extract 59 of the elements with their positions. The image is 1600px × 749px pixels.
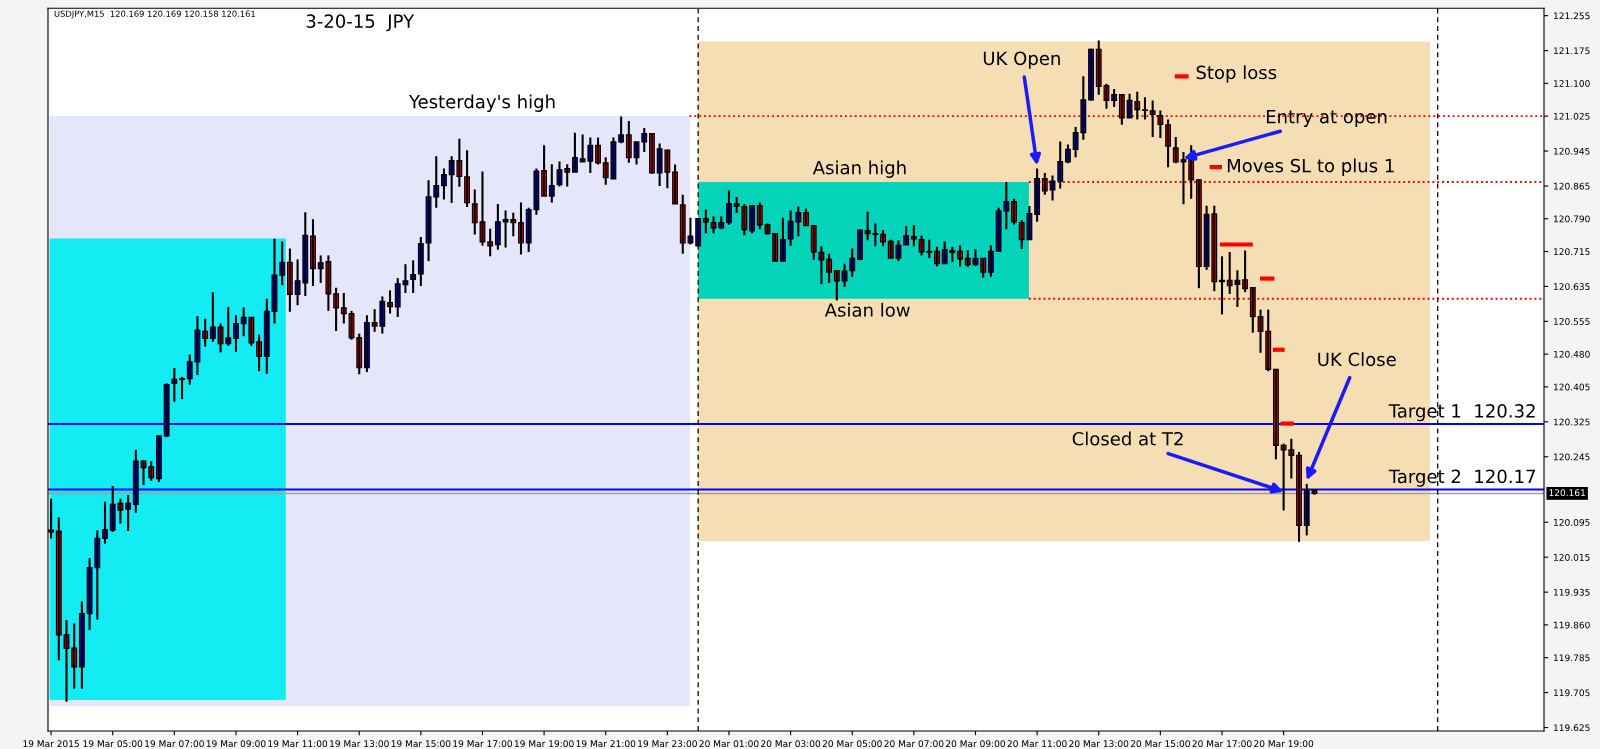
- annotation: Stop loss: [1196, 65, 1277, 83]
- candlestick: [772, 232, 779, 263]
- x-tick-label: 19 Mar 13:00: [330, 740, 389, 748]
- y-tick-label: 120.325: [1554, 418, 1590, 426]
- y-tick-label: 119.705: [1554, 689, 1590, 697]
- x-tick-label: 19 Mar 19:00: [514, 740, 574, 748]
- y-tick-label: 120.555: [1554, 318, 1590, 325]
- x-tick-label: 20 Mar 05:00: [822, 740, 882, 748]
- x-tick-label: 19 Mar 09:00: [206, 740, 266, 748]
- y-tick-label: 120.405: [1554, 383, 1590, 391]
- x-tick-label: 19 Mar 21:00: [576, 740, 636, 748]
- x-tick-label: 19 Mar 2015: [23, 740, 79, 748]
- annotation: Asian low: [824, 302, 910, 317]
- y-tick-label: 119.935: [1554, 588, 1590, 596]
- y-tick-label: 121.255: [1554, 12, 1590, 20]
- x-tick-label: 20 Mar 09:00: [946, 740, 1006, 748]
- candlestick: [1088, 47, 1094, 102]
- chart-subtitle: USDJPY,M15 120.169 120.169 120.158 120.161: [54, 10, 255, 19]
- chart-title: 3-20-15 JPY: [306, 14, 415, 32]
- ref-line-label: Target 2 120.17: [1388, 469, 1535, 487]
- x-tick-label: 20 Mar 17:00: [1192, 740, 1252, 748]
- annotation: Moves SL to plus 1: [1227, 158, 1394, 176]
- y-tick-label: 121.025: [1554, 112, 1590, 120]
- annotation: Closed at T2: [1072, 431, 1183, 446]
- x-tick-label: 20 Mar 13:00: [1069, 740, 1129, 748]
- x-tick-label: 19 Mar 05:00: [83, 740, 143, 748]
- y-tick-label: 121.100: [1554, 80, 1590, 87]
- annotation: UK Close: [1318, 352, 1396, 367]
- x-tick-label: 20 Mar 19:00: [1254, 740, 1314, 748]
- y-tick-label: 119.625: [1554, 724, 1590, 732]
- y-tick-label: 120.095: [1554, 519, 1590, 526]
- x-tick-label: 20 Mar 15:00: [1130, 740, 1190, 748]
- x-tick-label: 19 Mar 23:00: [638, 740, 697, 748]
- y-tick-label: 120.715: [1554, 248, 1590, 256]
- x-tick-label: 20 Mar 03:00: [761, 740, 821, 748]
- x-tick-label: 19 Mar 15:00: [391, 740, 451, 748]
- annotation: UK Open: [983, 51, 1060, 69]
- ref-line-label: Target 1 120.32: [1388, 404, 1535, 422]
- x-tick-label: 20 Mar 01:00: [699, 740, 759, 748]
- y-tick-label: 120.865: [1554, 182, 1590, 190]
- y-tick-label: 120.790: [1554, 215, 1590, 223]
- y-tick-label: 120.480: [1554, 350, 1590, 358]
- x-tick-label: 19 Mar 11:00: [268, 740, 328, 748]
- y-tick-label: 121.175: [1554, 47, 1590, 55]
- annotation: Entry at open: [1266, 110, 1387, 127]
- x-tick-label: 19 Mar 17:00: [453, 740, 513, 748]
- annotation: Asian high: [812, 160, 906, 178]
- y-tick-label: 119.785: [1554, 654, 1590, 662]
- annotation: Yesterday's high: [408, 94, 555, 112]
- ref-line-label: 120.161: [1549, 489, 1585, 497]
- y-tick-label: 120.015: [1554, 553, 1590, 561]
- x-tick-label: 19 Mar 07:00: [145, 740, 204, 748]
- y-tick-label: 119.860: [1554, 621, 1590, 629]
- y-tick-label: 120.245: [1554, 453, 1590, 461]
- candlestick: [649, 132, 655, 175]
- y-tick-label: 120.945: [1554, 147, 1590, 155]
- x-tick-label: 20 Mar 07:00: [884, 740, 944, 748]
- y-tick-label: 120.635: [1554, 283, 1590, 290]
- x-tick-label: 20 Mar 11:00: [1007, 740, 1067, 748]
